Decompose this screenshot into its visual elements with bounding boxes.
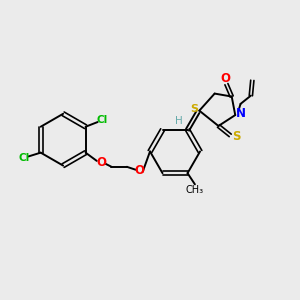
Text: O: O (134, 164, 144, 177)
Text: S: S (232, 130, 241, 143)
Text: Cl: Cl (18, 153, 29, 163)
Text: H: H (176, 116, 183, 126)
Text: Cl: Cl (96, 115, 108, 125)
Text: CH₃: CH₃ (186, 184, 204, 195)
Text: S: S (190, 104, 198, 114)
Text: N: N (236, 107, 246, 120)
Text: O: O (221, 72, 231, 85)
Text: O: O (96, 156, 106, 169)
